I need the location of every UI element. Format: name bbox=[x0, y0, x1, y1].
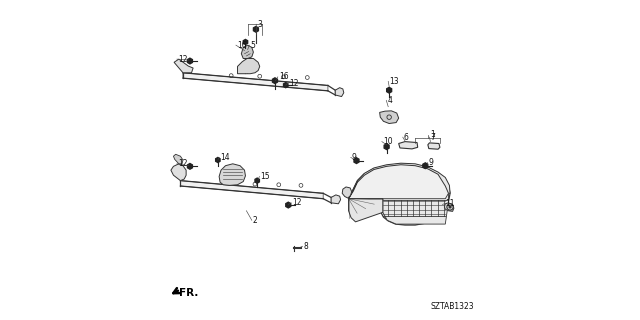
Polygon shape bbox=[387, 87, 392, 93]
Polygon shape bbox=[383, 193, 449, 224]
Text: 15: 15 bbox=[260, 172, 270, 181]
Text: SZTAB1323: SZTAB1323 bbox=[430, 302, 474, 311]
Polygon shape bbox=[188, 58, 193, 64]
Text: 6: 6 bbox=[404, 133, 408, 142]
Polygon shape bbox=[342, 187, 352, 198]
Text: 5: 5 bbox=[250, 41, 255, 50]
Polygon shape bbox=[284, 83, 288, 88]
Polygon shape bbox=[219, 164, 246, 185]
Text: 10: 10 bbox=[383, 137, 392, 146]
Polygon shape bbox=[349, 163, 450, 199]
Text: 4: 4 bbox=[387, 96, 392, 105]
Text: 7: 7 bbox=[430, 133, 435, 142]
Text: 9: 9 bbox=[352, 153, 356, 162]
Polygon shape bbox=[444, 203, 454, 212]
Polygon shape bbox=[180, 180, 323, 199]
Text: 8: 8 bbox=[303, 242, 308, 251]
Polygon shape bbox=[380, 111, 399, 124]
Text: 16: 16 bbox=[237, 41, 246, 50]
Text: 12: 12 bbox=[178, 55, 188, 64]
Text: 3: 3 bbox=[257, 20, 262, 29]
Polygon shape bbox=[349, 164, 450, 225]
Text: 12: 12 bbox=[289, 79, 298, 88]
Text: 12: 12 bbox=[178, 159, 188, 168]
Polygon shape bbox=[335, 88, 344, 97]
Polygon shape bbox=[428, 143, 440, 149]
Text: 12: 12 bbox=[292, 198, 301, 207]
Polygon shape bbox=[174, 59, 193, 73]
Polygon shape bbox=[349, 199, 383, 222]
Polygon shape bbox=[237, 59, 260, 74]
Text: 11: 11 bbox=[445, 199, 455, 208]
Text: 1: 1 bbox=[430, 130, 435, 139]
Polygon shape bbox=[331, 195, 340, 204]
Polygon shape bbox=[273, 78, 277, 84]
Text: 2: 2 bbox=[253, 216, 257, 225]
Polygon shape bbox=[286, 202, 291, 208]
Polygon shape bbox=[216, 157, 220, 163]
Text: FR.: FR. bbox=[179, 288, 198, 298]
Polygon shape bbox=[399, 142, 418, 149]
Polygon shape bbox=[423, 163, 428, 169]
Polygon shape bbox=[241, 45, 253, 59]
Polygon shape bbox=[188, 164, 193, 169]
Text: 16: 16 bbox=[279, 72, 289, 81]
Text: 13: 13 bbox=[389, 77, 399, 86]
Polygon shape bbox=[354, 158, 359, 164]
Polygon shape bbox=[384, 144, 389, 149]
Text: 9: 9 bbox=[429, 158, 433, 167]
Circle shape bbox=[449, 205, 452, 209]
Text: 14: 14 bbox=[220, 153, 230, 162]
Polygon shape bbox=[173, 154, 183, 164]
Polygon shape bbox=[243, 39, 248, 44]
Polygon shape bbox=[253, 27, 259, 32]
Polygon shape bbox=[171, 164, 186, 180]
Polygon shape bbox=[183, 73, 328, 91]
Polygon shape bbox=[255, 178, 259, 183]
